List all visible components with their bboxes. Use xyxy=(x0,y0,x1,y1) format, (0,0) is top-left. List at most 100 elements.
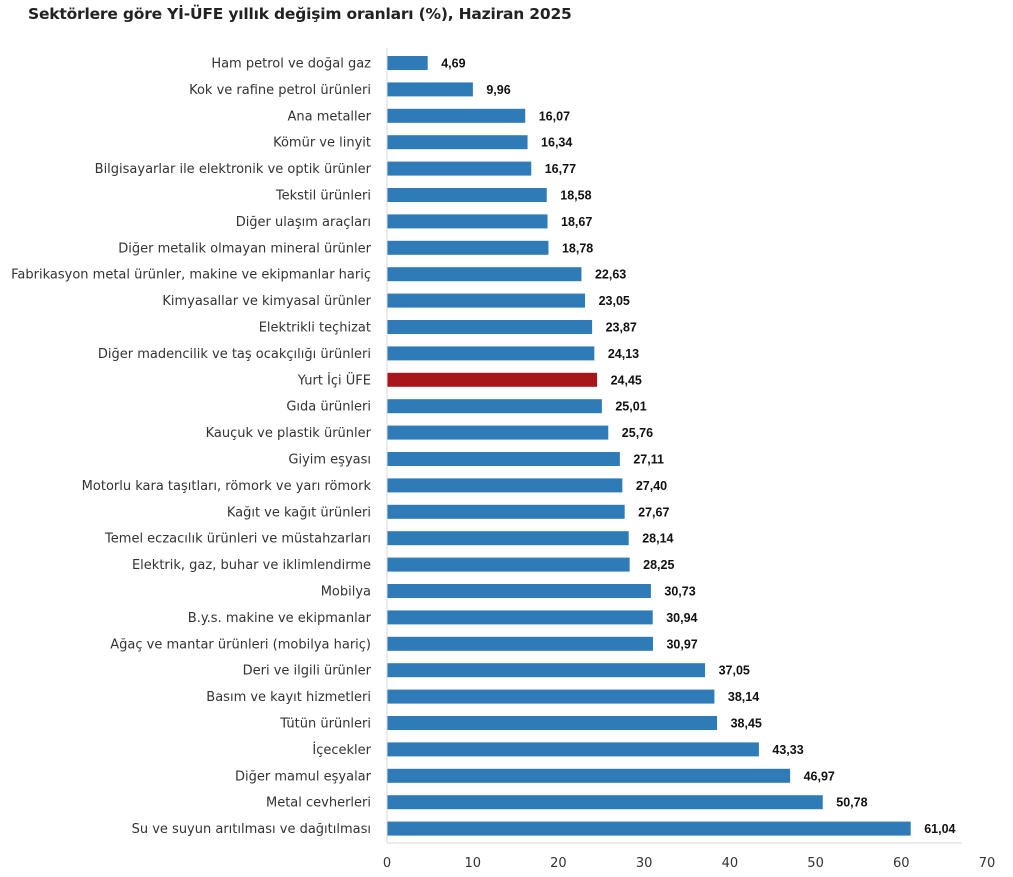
value-label: 16,34 xyxy=(541,136,572,150)
bar xyxy=(387,768,791,783)
bar xyxy=(387,663,706,678)
value-label: 27,40 xyxy=(636,479,667,493)
value-label: 18,58 xyxy=(560,189,591,203)
category-label: Motorlu kara taşıtları, römork ve yarı r… xyxy=(82,479,372,494)
x-tick-label: 0 xyxy=(383,856,391,871)
bars-group xyxy=(387,56,911,836)
category-label: İçecekler xyxy=(312,742,371,758)
value-label: 38,14 xyxy=(728,690,759,704)
category-label: Fabrikasyon metal ürünler, makine ve eki… xyxy=(11,268,371,283)
category-label: Ağaç ve mantar ürünleri (mobilya hariç) xyxy=(110,637,371,652)
bar-highlight xyxy=(387,372,598,387)
bar xyxy=(387,478,623,493)
bar xyxy=(387,452,620,466)
value-label: 18,78 xyxy=(562,241,593,255)
x-tick-label: 50 xyxy=(807,856,824,871)
x-tick-label: 10 xyxy=(464,856,481,871)
value-labels-group: 4,69 9,96 16,07 16,34 16,77 18,58 18,67 18,7822… xyxy=(441,57,955,837)
value-label: 30,73 xyxy=(664,585,695,599)
value-label: 16,07 xyxy=(539,109,570,123)
bar xyxy=(387,188,547,202)
category-label: Bilgisayarlar ile elektronik ve optik ür… xyxy=(95,162,372,177)
category-label: Giyim eşyası xyxy=(288,453,371,468)
category-label: Kauçuk ve plastik ürünler xyxy=(206,426,372,441)
category-label: Metal cevherleri xyxy=(266,796,371,811)
value-label: 4,69 xyxy=(441,57,465,71)
category-labels-group: Ham petrol ve doğal gaz Kok ve rafine pet… xyxy=(11,57,372,838)
value-label: 43,33 xyxy=(772,743,803,757)
category-label: Tekstil ürünleri xyxy=(275,189,371,204)
category-label: Diğer mamul eşyalar xyxy=(235,769,372,784)
bar xyxy=(387,82,473,97)
category-label: Gıda ürünleri xyxy=(286,400,371,415)
category-label: Diğer madencilik ve taş ocakçılığı ürünl… xyxy=(98,347,371,362)
bar xyxy=(387,425,609,440)
x-tick-label: 70 xyxy=(979,856,996,871)
value-label: 28,25 xyxy=(643,558,674,572)
category-label: Tütün ürünleri xyxy=(279,717,371,732)
x-tick-label: 60 xyxy=(893,856,910,871)
bar xyxy=(387,795,823,810)
bar xyxy=(387,267,582,282)
value-label: 30,97 xyxy=(666,637,697,651)
category-label: Elektrikli teçhizat xyxy=(259,321,371,336)
bar xyxy=(387,504,625,519)
bar xyxy=(387,214,548,229)
category-label: B.y.s. makine ve ekipmanlar xyxy=(188,611,372,626)
category-label: Diğer metalik olmayan mineral ürünler xyxy=(118,241,371,256)
bar xyxy=(387,135,528,150)
value-label: 23,05 xyxy=(599,294,630,308)
bar xyxy=(387,531,629,546)
chart-title: Sektörlere göre Yİ-ÜFE yıllık değişim or… xyxy=(28,5,572,23)
x-tick-label: 40 xyxy=(722,856,739,871)
category-label: Kok ve rafine petrol ürünleri xyxy=(189,83,371,98)
bar xyxy=(387,821,911,836)
category-label: Deri ve ilgili ürünler xyxy=(243,664,372,679)
category-label: Su ve suyun arıtılması ve dağıtılması xyxy=(132,822,371,837)
bar xyxy=(387,584,651,598)
bar xyxy=(387,689,715,704)
bar xyxy=(387,293,586,308)
category-label: Mobilya xyxy=(321,585,371,600)
bar xyxy=(387,320,593,334)
bar xyxy=(387,56,428,70)
value-label: 61,04 xyxy=(924,822,955,836)
x-tick-labels-group: 0 10 20 30 40 50 60 70 xyxy=(383,856,995,871)
value-label: 16,77 xyxy=(545,162,576,176)
value-label: 22,63 xyxy=(595,268,626,282)
value-label: 9,96 xyxy=(486,83,510,97)
bar xyxy=(387,557,630,572)
bar xyxy=(387,610,653,625)
value-label: 46,97 xyxy=(804,769,835,783)
bar xyxy=(387,742,759,757)
category-label: Diğer ulaşım araçları xyxy=(236,215,371,230)
bar xyxy=(387,399,602,414)
value-label: 37,05 xyxy=(719,664,750,678)
value-label: 38,45 xyxy=(731,717,762,731)
category-label: Yurt İçi ÜFE xyxy=(297,371,371,388)
x-tick-label: 20 xyxy=(550,856,567,871)
value-label: 27,11 xyxy=(633,453,664,467)
category-label: Kömür ve linyit xyxy=(273,136,371,151)
value-label: 23,87 xyxy=(606,321,637,335)
value-label: 25,76 xyxy=(622,426,653,440)
category-label: Basım ve kayıt hizmetleri xyxy=(206,690,371,705)
bar xyxy=(387,716,718,730)
category-label: Ana metaller xyxy=(287,109,371,124)
category-label: Temel eczacılık ürünleri ve müstahzarlar… xyxy=(104,532,371,547)
bar xyxy=(387,108,526,123)
category-label: Kimyasallar ve kimyasal ürünler xyxy=(162,294,371,309)
value-label: 28,14 xyxy=(642,532,673,546)
bar xyxy=(387,346,595,361)
bar xyxy=(387,161,532,176)
category-label: Ham petrol ve doğal gaz xyxy=(211,57,371,72)
bar xyxy=(387,636,653,651)
value-label: 24,13 xyxy=(608,347,639,361)
value-label: 50,78 xyxy=(836,796,867,810)
value-label: 27,67 xyxy=(638,505,669,519)
value-label: 30,94 xyxy=(666,611,697,625)
bar xyxy=(387,240,549,255)
x-tick-label: 30 xyxy=(636,856,653,871)
category-label: Elektrik, gaz, buhar ve iklimlendirme xyxy=(132,558,371,573)
